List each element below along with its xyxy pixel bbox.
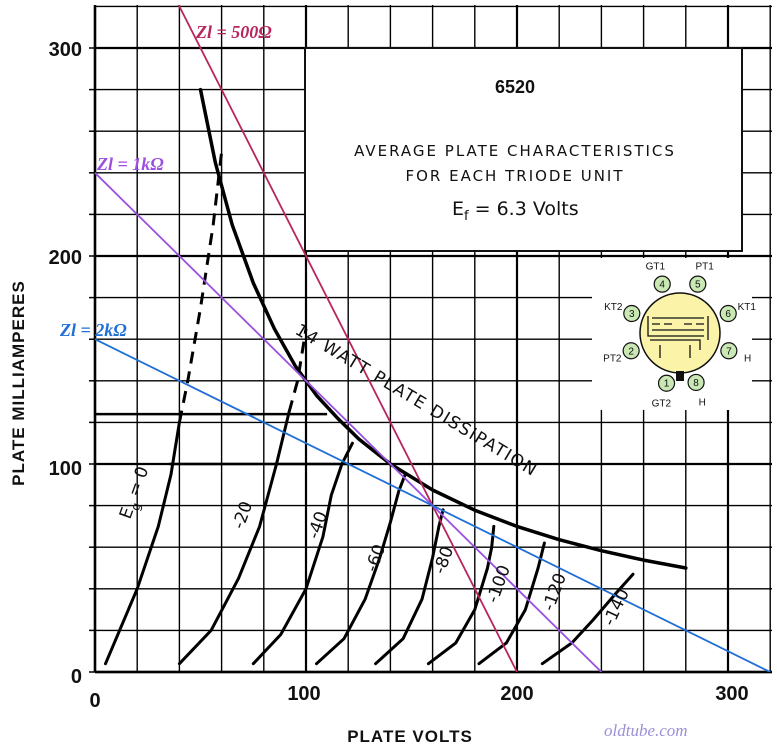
pin-number: 4 — [659, 280, 665, 291]
y-axis-ticks: 300 200 100 0 — [49, 39, 82, 688]
pin-label: KT2 — [604, 302, 623, 313]
x-tick-label: 300 — [715, 683, 748, 705]
y-axis-title: PLATE MILLIAMPERES — [9, 280, 28, 486]
pin-label: H — [699, 397, 706, 408]
pin-number: 2 — [628, 346, 634, 357]
socket-pin — [622, 342, 640, 360]
dissipation-curve — [198, 87, 688, 570]
triode-symbols — [647, 316, 709, 358]
load-line — [94, 338, 771, 672]
load-line — [94, 172, 603, 672]
watermark: oldtube.com — [604, 721, 688, 740]
subtitle-line-1: AVERAGE PLATE CHARACTERISTICS — [354, 142, 676, 160]
load-line — [177, 5, 518, 672]
load-lines — [94, 5, 771, 672]
load-line-label-1k: Zl = 1kΩ — [96, 154, 164, 174]
pin-label: PT1 — [695, 261, 714, 272]
socket-key — [676, 371, 684, 381]
socket-pin — [623, 304, 641, 323]
plate-curve-dashed — [287, 328, 308, 413]
curve-label-20: -20 — [229, 499, 257, 532]
socket-pin — [720, 342, 738, 360]
tube-title: 6520 — [495, 77, 535, 97]
plate-curve-dashed — [177, 151, 224, 423]
plate-curve — [540, 572, 635, 666]
info-box — [304, 47, 743, 252]
plate-curve — [374, 508, 445, 666]
dissipation-label: 14 WATT PLATE DISSIPATION — [291, 320, 541, 481]
pin-label: GT1 — [646, 261, 666, 272]
pin-label: H — [744, 354, 751, 365]
y-tick-label: 200 — [49, 247, 82, 269]
plate-curve — [477, 541, 546, 666]
x-axis-ticks: 0 100 200 300 — [89, 683, 748, 712]
load-line-label-2k: Zl = 2kΩ — [59, 320, 127, 340]
plate-curve — [426, 524, 496, 666]
pin-number: 5 — [695, 280, 701, 291]
pin-number: 8 — [693, 378, 699, 389]
plate-curve — [315, 472, 407, 666]
curve-label-140: -140 — [599, 586, 633, 629]
x-axis-title: PLATE VOLTS — [347, 727, 473, 746]
pin-label: GT2 — [652, 399, 672, 410]
load-line-label-500: Zl = 500Ω — [195, 22, 272, 42]
y-tick-label: 300 — [49, 39, 82, 61]
y-tick-label: 0 — [71, 666, 82, 688]
subtitle-line-2: FOR EACH TRIODE UNIT — [405, 167, 624, 185]
filament-label: Ef = 6.3 Volts — [452, 198, 579, 224]
plate-curve — [177, 410, 291, 666]
plate-curves — [95, 87, 688, 666]
pin-number: 6 — [725, 309, 731, 320]
pin-number: 7 — [726, 346, 732, 357]
socket-pin — [657, 374, 676, 392]
x-tick-label: 100 — [287, 683, 320, 705]
socket-pin — [719, 304, 737, 323]
pin-number: 3 — [629, 309, 635, 320]
x-tick-label: 0 — [89, 690, 100, 712]
y-tick-label: 100 — [49, 458, 82, 480]
pin-label: PT2 — [603, 354, 622, 365]
curve-label-120: -120 — [539, 571, 571, 614]
pin-number: 1 — [664, 379, 670, 390]
pin-label: KT1 — [738, 302, 757, 313]
socket-pin — [689, 275, 707, 293]
socket-pin — [687, 373, 705, 392]
plate-curve — [104, 420, 181, 666]
socket-pin — [653, 275, 671, 293]
x-tick-label: 200 — [500, 683, 533, 705]
curve-label-eg0: Eg = 0 — [116, 464, 156, 523]
